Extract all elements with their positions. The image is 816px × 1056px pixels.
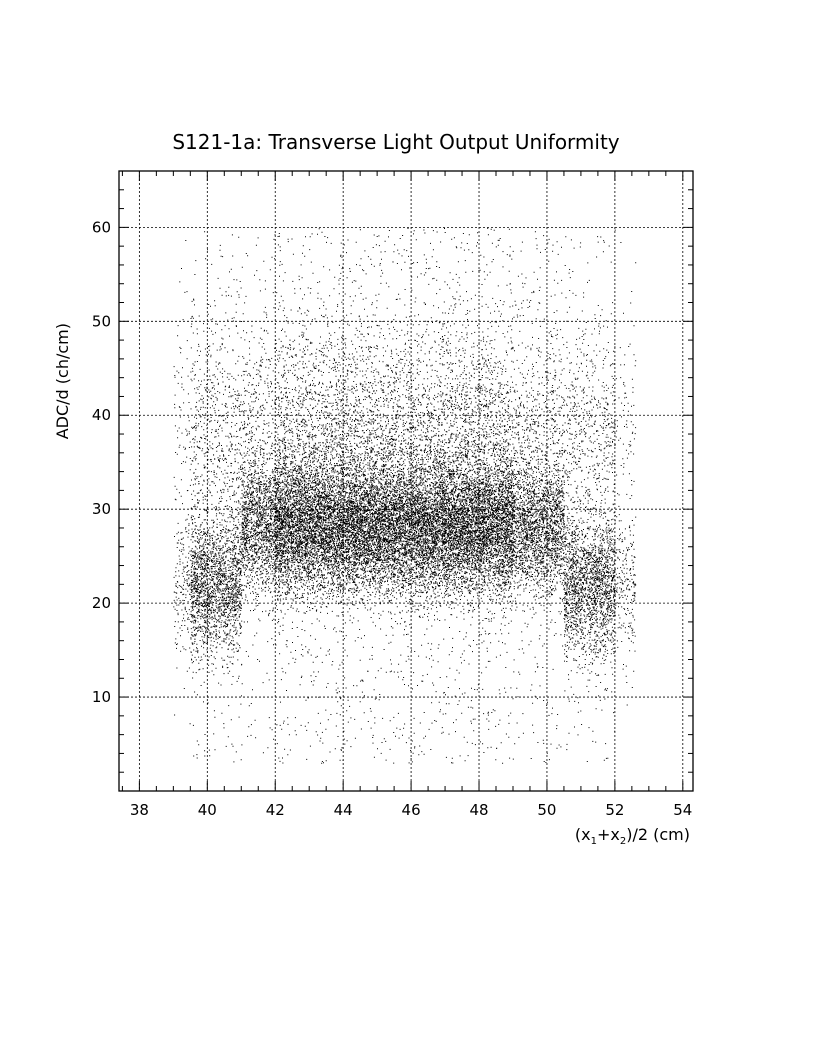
x-tick-label: 42 [266, 801, 285, 819]
y-tick-label: 20 [92, 594, 111, 612]
x-tick-label: 52 [605, 801, 624, 819]
x-tick-label: 54 [673, 801, 692, 819]
x-tick-label: 40 [198, 801, 217, 819]
scatter-point-cloud [173, 227, 637, 764]
x-tick-label: 38 [130, 801, 149, 819]
x-tick-label: 46 [402, 801, 421, 819]
y-tick-label: 60 [92, 218, 111, 236]
y-tick-label: 50 [92, 312, 111, 330]
x-tick-labels: 38 40 42 44 46 48 50 52 54 [130, 801, 693, 819]
x-tick-label: 48 [469, 801, 488, 819]
plot-frame [118, 170, 694, 792]
x-tick-label: 44 [334, 801, 353, 819]
axis-ticks [119, 171, 693, 791]
y-tick-label: 40 [92, 406, 111, 424]
y-tick-labels: 10 20 30 40 50 60 [92, 218, 111, 706]
scatter-points [173, 227, 637, 764]
y-tick-label: 10 [92, 688, 111, 706]
grid-lines [119, 171, 693, 791]
x-tick-label: 50 [537, 801, 556, 819]
y-tick-label: 30 [92, 500, 111, 518]
chart-title: S121-1a: Transverse Light Output Uniform… [172, 130, 619, 154]
x-axis-label: (x1+x2)/2 (cm) [575, 825, 690, 847]
y-axis-label: ADC/d (ch/cm) [53, 323, 72, 439]
